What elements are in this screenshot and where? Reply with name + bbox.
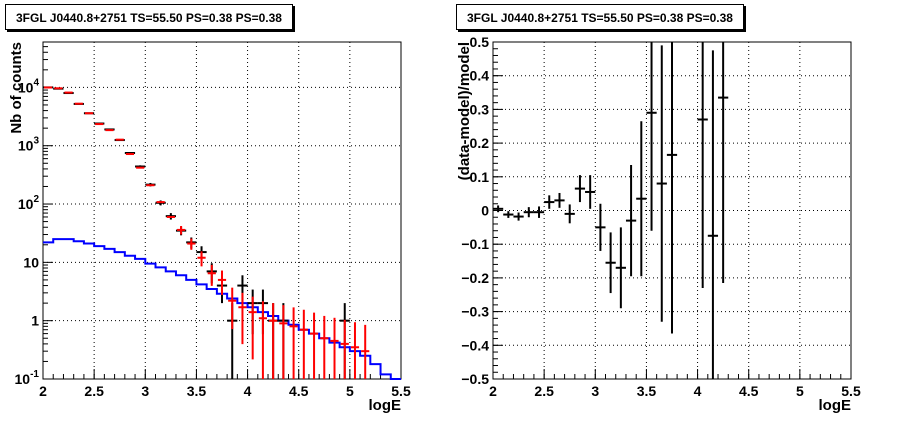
y-axis-title: Nb of counts	[8, 42, 25, 134]
residual-chart-title: 3FGL J0440.8+2751 TS=55.50 PS=0.38 PS=0.…	[456, 4, 744, 30]
x-tick-label: 5	[796, 383, 804, 399]
y-tick-label: 0.5	[470, 34, 490, 50]
y-tick-label: 103	[18, 136, 40, 154]
y-tick-label: −0.1	[461, 236, 489, 252]
x-tick-label: 2.5	[534, 383, 554, 399]
y-tick-label: −0.5	[461, 371, 489, 387]
x-tick-label: 3	[141, 383, 149, 399]
y-tick-label: 10-1	[15, 369, 40, 387]
y-tick-label: −0.3	[461, 304, 489, 320]
y-tick-label: 0.3	[470, 101, 490, 117]
x-tick-label: 2	[489, 383, 497, 399]
x-tick-label: 3	[591, 383, 599, 399]
y-tick-label: 102	[18, 194, 40, 212]
plot-frame	[42, 41, 402, 380]
x-tick-label: 5.5	[391, 383, 411, 399]
y-axis-title: (data-model)/model	[456, 42, 473, 180]
y-tick-label: 0.2	[470, 135, 490, 151]
x-tick-label: 5.5	[841, 383, 861, 399]
y-tick-label: −0.2	[461, 270, 489, 286]
x-tick-label: 4	[694, 383, 702, 399]
x-axis-title: logE	[819, 397, 852, 414]
x-axis-title: logE	[369, 397, 402, 414]
y-tick-label: 0.4	[470, 68, 490, 84]
y-tick-label: 104	[18, 77, 40, 95]
residual-chart: 2 2.5 3 3.5 4 4.5 5 5.5 −0.5 −0.4 −0.3 −0.2 −0.1 0 0.1…	[456, 34, 861, 414]
x-tick-label: 4.5	[739, 383, 759, 399]
counts-panel: 3FGL J0440.8+2751 TS=55.50 PS=0.38 PS=0.…	[5, 4, 411, 414]
x-tick-label: 4.5	[289, 383, 309, 399]
y-tick-label: 10	[23, 254, 39, 270]
y-tick-label: −0.4	[461, 337, 489, 353]
x-tick-label: 2	[39, 383, 47, 399]
model-source-step-line	[43, 238, 401, 380]
residual-panel: 3FGL J0440.8+2751 TS=55.50 PS=0.38 PS=0.…	[449, 0, 898, 421]
y-tick-label: 0.1	[470, 169, 490, 185]
x-tick-label: 3.5	[187, 383, 207, 399]
counts-chart-title: 3FGL J0440.8+2751 TS=55.50 PS=0.38 PS=0.…	[5, 4, 293, 30]
y-tick-label: 0	[481, 203, 489, 219]
x-tick-label: 5	[346, 383, 354, 399]
y-tick-label: 1	[31, 313, 39, 329]
counts-chart: 2 2.5 3 3.5 4 4.5 5 5.5 10-1 1 10 102 103 104 logE Nb o…	[8, 41, 411, 414]
x-tick-label: 3.5	[637, 383, 657, 399]
x-tick-label: 2.5	[84, 383, 104, 399]
x-tick-label: 4	[244, 383, 252, 399]
